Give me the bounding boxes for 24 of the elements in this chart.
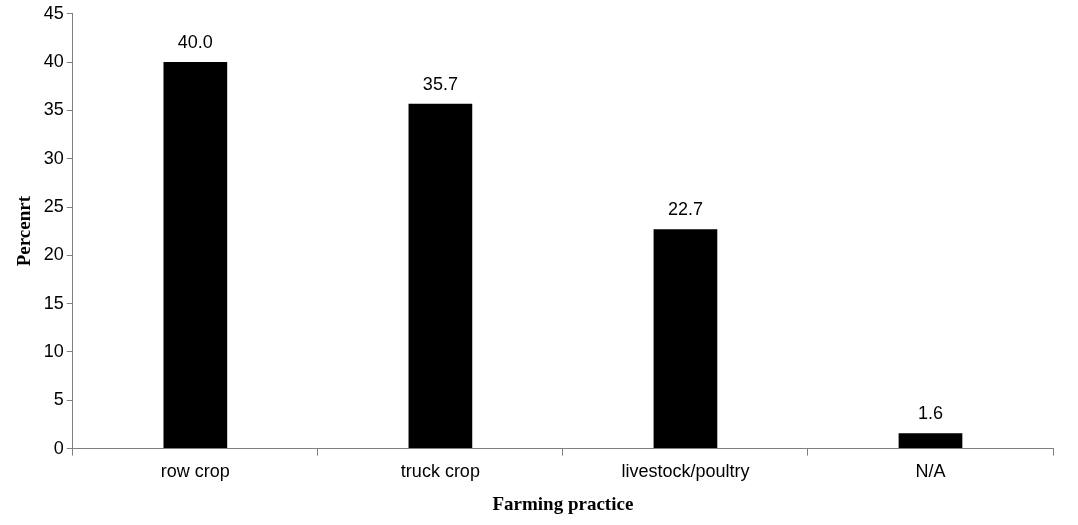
y-tick-label: 40 [43, 51, 64, 72]
y-tick-label: 30 [43, 147, 64, 168]
x-axis-title: Farming practice [492, 492, 634, 514]
x-tick-label: N/A [915, 461, 946, 482]
bar [653, 229, 718, 449]
y-tick-label: 5 [53, 389, 64, 410]
data-label: 22.7 [667, 199, 703, 220]
y-tick-label: 15 [43, 292, 64, 313]
x-tick-label: row crop [160, 461, 230, 482]
bar [898, 433, 963, 449]
data-label: 1.6 [917, 403, 943, 424]
y-tick-label: 25 [43, 196, 64, 217]
y-tick-label: 0 [53, 437, 64, 458]
data-label: 40.0 [177, 32, 213, 53]
bar [163, 62, 228, 449]
x-tick-label: livestock/poultry [621, 461, 750, 482]
y-tick-label: 10 [43, 340, 64, 361]
data-label: 35.7 [422, 73, 458, 94]
y-tick-label: 45 [43, 2, 64, 23]
y-tick-label: 20 [43, 244, 64, 265]
y-tick-label: 35 [43, 99, 64, 120]
y-axis-title: Percenrt [13, 195, 35, 267]
bar [408, 103, 473, 449]
x-tick-label: truck crop [400, 461, 480, 482]
